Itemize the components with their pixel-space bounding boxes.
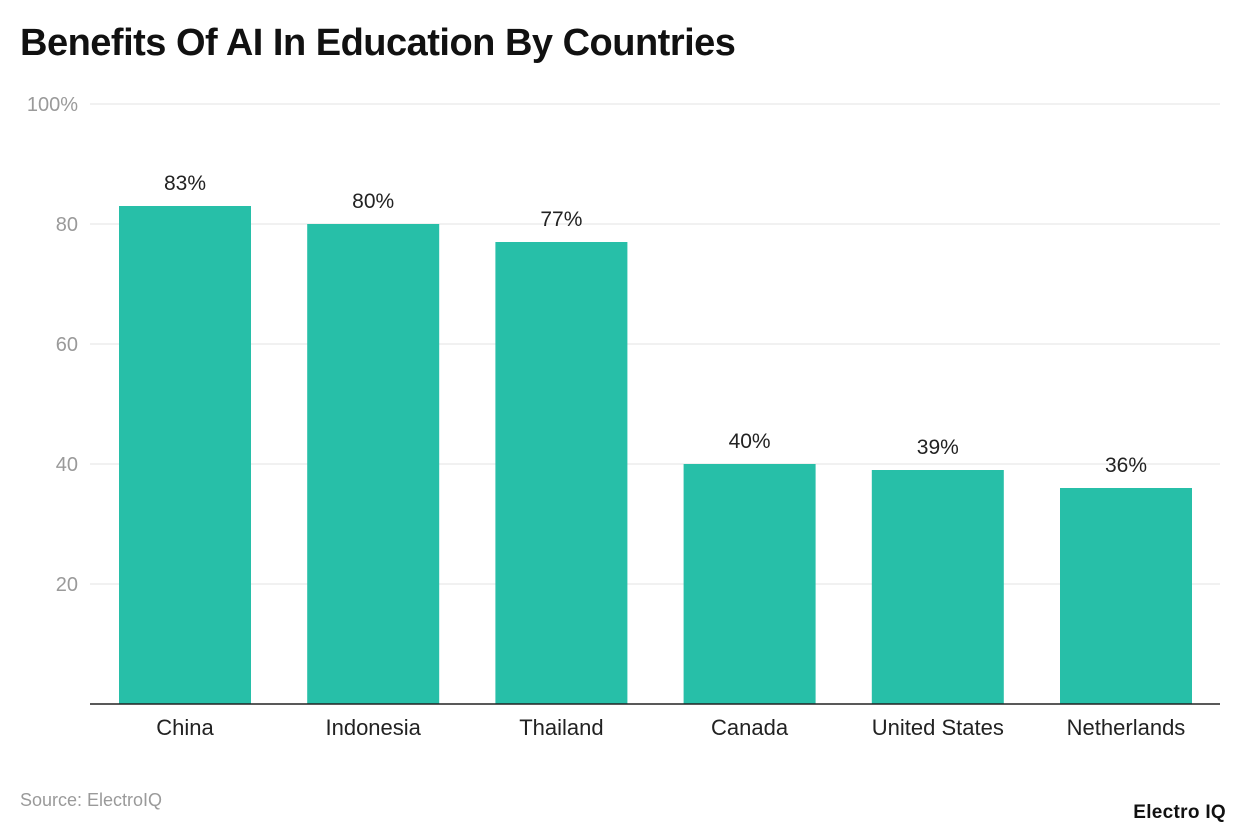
brand-logo: Electro IQ bbox=[1133, 802, 1226, 823]
x-axis-ticks: China Indonesia Thailand Canada United State… bbox=[156, 715, 1185, 740]
y-tick-label: 20 bbox=[56, 574, 78, 596]
x-tick-label: Thailand bbox=[519, 715, 603, 740]
bars bbox=[119, 206, 1192, 704]
x-tick-label: China bbox=[156, 715, 214, 740]
data-label: 80% bbox=[352, 190, 394, 213]
x-tick-label: Indonesia bbox=[325, 715, 421, 740]
y-tick-label: 40 bbox=[56, 454, 78, 476]
x-tick-label: Netherlands bbox=[1067, 715, 1186, 740]
bar bbox=[495, 242, 628, 704]
bar bbox=[871, 470, 1004, 704]
y-axis-ticks: 20 40 60 80 100% bbox=[27, 94, 78, 596]
x-tick-label: Canada bbox=[711, 715, 789, 740]
x-tick-label: United States bbox=[872, 715, 1004, 740]
y-tick-label: 60 bbox=[56, 334, 78, 356]
bar bbox=[1060, 488, 1192, 704]
source-note: Source: ElectroIQ bbox=[20, 790, 163, 810]
y-tick-label: 80 bbox=[56, 214, 78, 236]
data-label: 36% bbox=[1105, 454, 1147, 477]
data-label: 83% bbox=[164, 172, 206, 195]
bar bbox=[119, 206, 251, 704]
data-labels: 83% 80% 77% 40% 39% 36% bbox=[164, 172, 1147, 477]
gridlines bbox=[90, 103, 1220, 585]
data-label: 40% bbox=[729, 430, 771, 453]
bar bbox=[683, 464, 816, 704]
data-label: 39% bbox=[917, 436, 959, 459]
chart-title: Benefits Of AI In Education By Countries bbox=[20, 22, 736, 64]
y-tick-label: 100% bbox=[27, 94, 78, 116]
data-label: 77% bbox=[540, 208, 582, 231]
bar bbox=[307, 224, 440, 704]
